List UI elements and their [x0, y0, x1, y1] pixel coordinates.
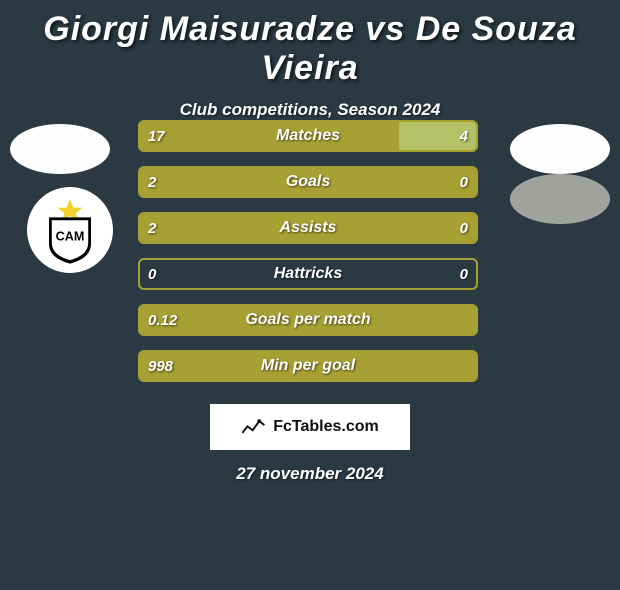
- page-title: Giorgi Maisuradze vs De Souza Vieira: [0, 10, 620, 88]
- watermark: FcTables.com: [210, 404, 410, 450]
- stat-row: Min per goal998: [138, 350, 478, 382]
- stat-row: Assists20: [138, 212, 478, 244]
- stat-row: Goals per match0.12: [138, 304, 478, 336]
- stat-bar-bg: [138, 350, 478, 382]
- stat-bar-p1: [140, 352, 476, 380]
- stat-row: Hattricks00: [138, 258, 478, 290]
- club-shield-icon: CAM: [35, 195, 105, 265]
- stat-bar-bg: [138, 212, 478, 244]
- player2-secondary-badge: [510, 174, 610, 224]
- stat-bar-p1: [140, 214, 476, 242]
- stat-bar-bg: [138, 258, 478, 290]
- stat-bar-bg: [138, 304, 478, 336]
- watermark-text: FcTables.com: [273, 418, 379, 436]
- stats-area: CAM Matches174 Goals20 Assists20 Hattricks0…: [0, 120, 620, 396]
- stat-row: Goals20: [138, 166, 478, 198]
- stat-bars: Matches174 Goals20 Assists20 Hattricks00 Goa…: [138, 120, 478, 382]
- player2-badge: [510, 124, 610, 174]
- footer-date: 27 november 2024: [0, 464, 620, 484]
- page-subtitle: Club competitions, Season 2024: [0, 100, 620, 120]
- stat-bar-p2: [399, 122, 476, 150]
- club-badge: CAM: [27, 187, 113, 273]
- fctables-logo-icon: [241, 417, 267, 437]
- svg-text:CAM: CAM: [56, 230, 85, 244]
- stat-bar-p1: [140, 306, 476, 334]
- player1-badge: [10, 124, 110, 174]
- stat-bar-p1: [140, 168, 476, 196]
- stat-row: Matches174: [138, 120, 478, 152]
- stat-bar-bg: [138, 166, 478, 198]
- stat-bar-p1: [140, 122, 399, 150]
- stat-bar-bg: [138, 120, 478, 152]
